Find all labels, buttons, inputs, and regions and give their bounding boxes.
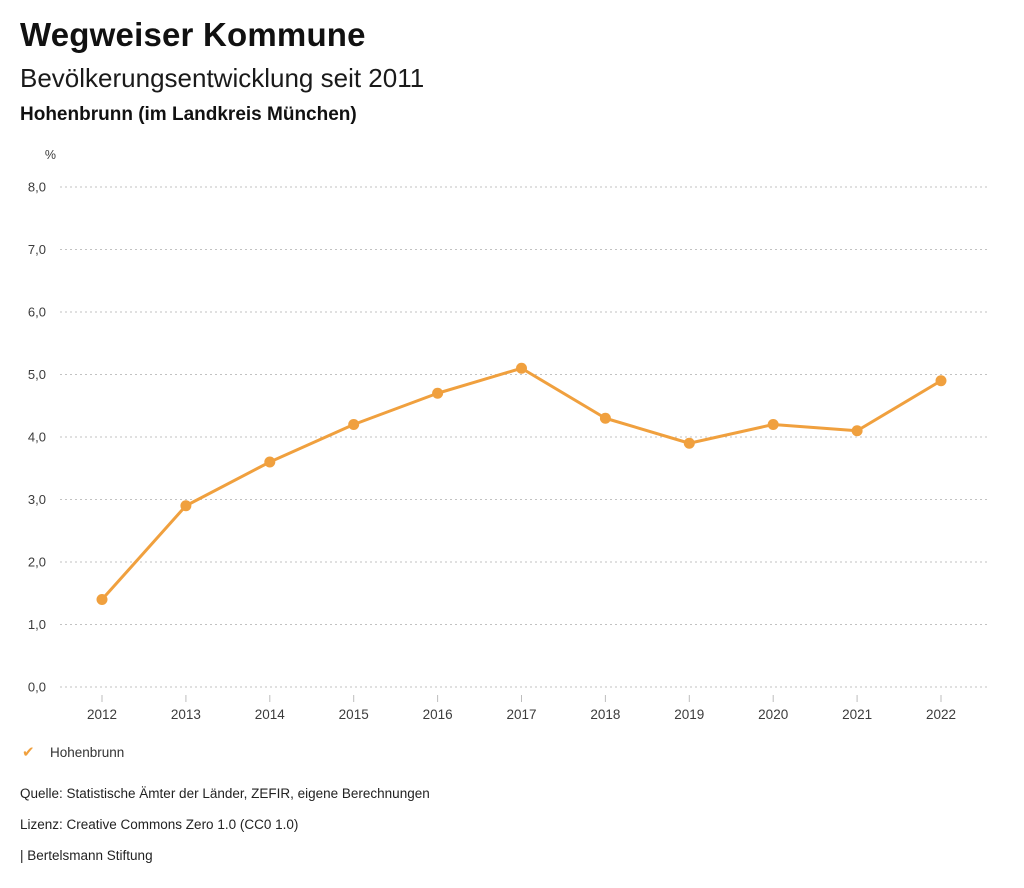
source-line: Quelle: Statistische Ämter der Länder, Z… — [20, 786, 430, 801]
data-point[interactable] — [516, 362, 527, 374]
y-tick-label: 1,0 — [28, 617, 46, 632]
data-point[interactable] — [599, 412, 611, 424]
legend: ✔ Hohenbrunn — [22, 744, 124, 762]
legend-item-label: Hohenbrunn — [50, 745, 125, 760]
data-point[interactable] — [348, 419, 360, 430]
y-tick-label: 4,0 — [28, 430, 46, 445]
location-subtitle: Hohenbrunn (im Landkreis München) — [20, 104, 357, 125]
license-line: Lizenz: Creative Commons Zero 1.0 (CC0 1… — [20, 817, 299, 832]
y-axis-unit-label: % — [45, 148, 56, 162]
data-point[interactable] — [432, 387, 444, 399]
x-tick-label: 2018 — [590, 707, 620, 722]
x-tick-label: 2021 — [842, 707, 872, 722]
check-icon: ✔ — [22, 744, 35, 761]
y-tick-label: 6,0 — [28, 305, 46, 320]
data-point[interactable] — [180, 500, 192, 512]
x-tick-label: 2022 — [926, 707, 956, 722]
x-tick-label: 2015 — [339, 707, 369, 722]
series-line-hohenbrunn — [100, 366, 943, 601]
x-tick-label: 2012 — [87, 707, 117, 722]
x-tick-label: 2016 — [423, 707, 453, 722]
y-tick-label: 3,0 — [28, 492, 46, 507]
x-tick-label: 2013 — [171, 707, 201, 722]
data-point[interactable] — [935, 375, 947, 387]
x-tick-label: 2014 — [255, 707, 286, 722]
data-point[interactable] — [264, 456, 276, 468]
app-title: Wegweiser Kommune — [20, 16, 366, 53]
data-point[interactable] — [96, 594, 108, 605]
y-tick-label: 0,0 — [28, 680, 46, 695]
brand-line: | Bertelsmann Stiftung — [20, 848, 153, 863]
y-tick-label: 5,0 — [28, 367, 46, 382]
y-tick-label: 8,0 — [28, 180, 46, 195]
population-line-chart: % 0,0 1,0 2,0 3,0 4,0 5,0 6,0 7,0 8,0 2012 2013 2014… — [0, 140, 1024, 740]
x-tick-label: 2017 — [506, 707, 536, 722]
x-tick-label: 2020 — [758, 707, 788, 722]
chart-title: Bevölkerungsentwicklung seit 2011 — [20, 63, 425, 93]
data-point[interactable] — [683, 437, 695, 449]
y-tick-label: 7,0 — [28, 242, 46, 257]
chart-svg: % 0,0 1,0 2,0 3,0 4,0 5,0 6,0 7,0 8,0 2012 2013 2014… — [28, 148, 989, 722]
y-tick-label: 2,0 — [28, 555, 46, 570]
legend-item-hohenbrunn[interactable]: ✔ Hohenbrunn — [22, 744, 124, 762]
data-point[interactable] — [767, 419, 779, 430]
data-point[interactable] — [851, 425, 863, 437]
x-tick-label: 2019 — [674, 707, 704, 722]
